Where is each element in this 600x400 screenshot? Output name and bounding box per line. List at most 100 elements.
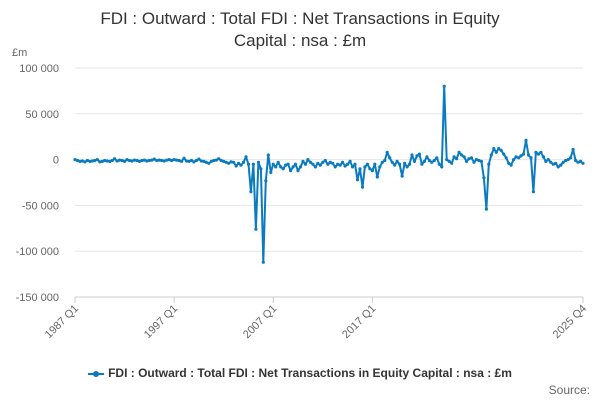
data-point: [316, 161, 320, 165]
x-tick-label: 2025 Q4: [551, 303, 589, 341]
data-point: [323, 158, 327, 163]
data-point: [147, 158, 151, 163]
data-point: [214, 158, 218, 162]
data-point: [234, 164, 238, 168]
data-point: [232, 160, 236, 164]
data-point: [194, 158, 198, 163]
data-point: [254, 227, 258, 231]
data-point: [137, 159, 141, 163]
data-point: [574, 158, 578, 163]
source-label: Source:: [548, 383, 590, 397]
data-point: [464, 159, 469, 163]
data-point: [180, 159, 184, 163]
data-point: [108, 159, 112, 163]
data-point: [336, 162, 340, 166]
data-point: [375, 175, 379, 179]
data-point: [551, 162, 555, 166]
data-point: [536, 152, 541, 156]
data-point: [256, 160, 260, 164]
data-point: [398, 162, 402, 166]
data-point: [422, 159, 426, 163]
data-point: [293, 162, 298, 166]
data-point: [400, 174, 404, 178]
data-point: [266, 153, 270, 157]
data-point: [504, 156, 508, 160]
data-point: [289, 169, 293, 173]
data-point: [175, 158, 179, 162]
data-point: [308, 160, 312, 164]
data-point: [142, 158, 146, 162]
data-point: [534, 150, 538, 154]
data-point: [301, 159, 305, 163]
data-point: [187, 159, 191, 163]
x-tick-label: 1997 Q1: [142, 303, 180, 341]
data-point: [251, 162, 255, 166]
data-point: [328, 160, 332, 164]
data-point: [197, 157, 201, 161]
data-point: [281, 167, 285, 171]
data-point: [390, 160, 394, 164]
data-point: [578, 159, 583, 163]
data-point: [152, 157, 156, 161]
data-point: [296, 169, 300, 173]
data-point: [276, 160, 280, 164]
data-point: [526, 153, 531, 157]
data-point: [202, 159, 206, 163]
data-point: [237, 161, 241, 165]
data-point: [445, 158, 449, 162]
data-point: [95, 158, 99, 162]
data-point: [494, 150, 498, 154]
data-point: [368, 167, 372, 171]
y-tick-label: -100 000: [16, 246, 59, 258]
x-tick-label: 2017 Q1: [340, 303, 378, 341]
data-point: [269, 170, 273, 174]
data-point: [279, 165, 283, 169]
data-point: [566, 158, 570, 162]
data-point: [222, 159, 226, 163]
data-point: [556, 165, 560, 169]
data-point: [564, 158, 568, 163]
data-point: [113, 157, 117, 161]
data-point: [569, 156, 573, 160]
y-unit-label: £m: [12, 47, 27, 59]
data-point: [85, 158, 89, 163]
data-point: [427, 158, 431, 163]
data-point: [145, 159, 149, 163]
data-point: [284, 163, 288, 167]
legend[interactable]: FDI : Outward : Total FDI : Net Transact…: [0, 366, 600, 380]
legend-swatch: [88, 369, 105, 379]
data-point: [484, 207, 488, 211]
data-point: [517, 156, 521, 160]
data-point: [380, 160, 384, 164]
data-point: [524, 138, 528, 142]
data-point: [559, 163, 563, 167]
data-point: [192, 160, 196, 164]
data-point: [189, 158, 194, 163]
data-point: [259, 167, 263, 171]
data-point: [450, 161, 454, 165]
data-point: [331, 161, 335, 165]
data-point: [507, 161, 511, 165]
data-point: [358, 167, 362, 171]
x-axis: 1987 Q1 1997 Q1 2007 Q1 2017 Q1 2025 Q4: [43, 296, 589, 341]
chart-title-line-2: Capital : nsa : £m: [233, 31, 367, 50]
data-point: [509, 163, 513, 167]
data-point: [321, 160, 325, 164]
data-point: [271, 162, 275, 166]
data-point: [182, 156, 186, 160]
data-point: [199, 159, 203, 163]
y-tick-label: 50 000: [25, 109, 59, 121]
data-point: [447, 159, 451, 163]
data-point: [219, 158, 223, 163]
data-point: [105, 159, 109, 163]
x-tick-label: 2007 Q1: [241, 303, 279, 341]
data-point: [167, 158, 171, 162]
data-point: [150, 158, 154, 162]
data-point: [207, 161, 211, 165]
data-point: [313, 165, 317, 169]
data-point: [355, 178, 360, 182]
data-point: [346, 162, 350, 166]
data-point: [442, 84, 446, 88]
data-point: [343, 164, 347, 168]
